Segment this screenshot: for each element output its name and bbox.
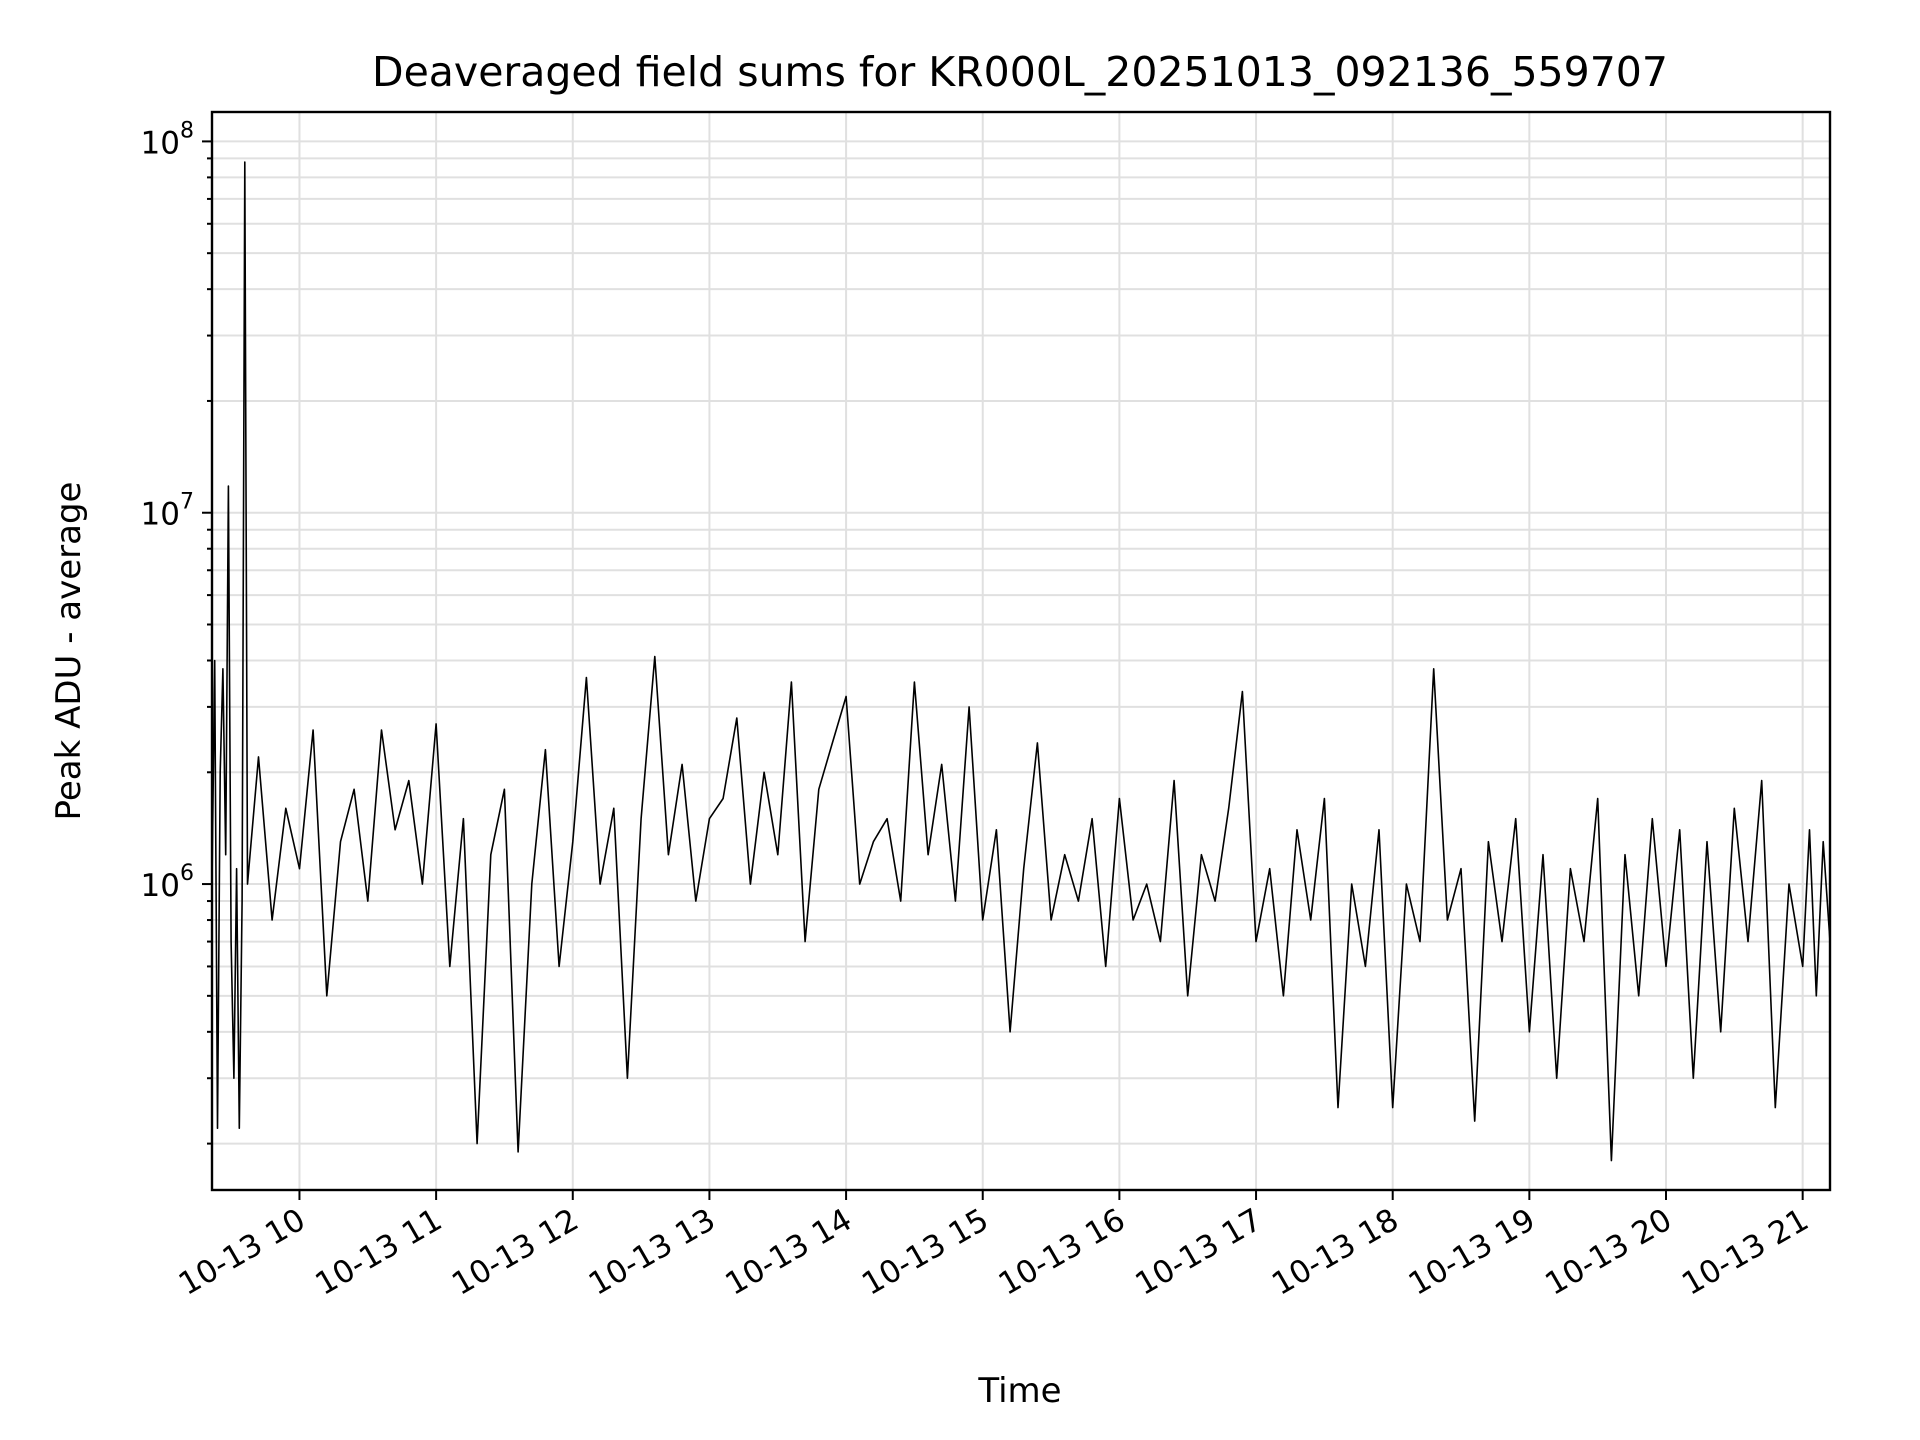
x-tick-label: 10-13 12 (446, 1202, 585, 1303)
x-tick-label: 10-13 14 (719, 1202, 858, 1303)
x-tick-label: 10-13 18 (1266, 1202, 1405, 1303)
y-tick-label: 107 (141, 490, 194, 533)
grid-lines (212, 112, 1830, 1190)
x-tick-label: 10-13 21 (1676, 1202, 1815, 1303)
x-tick-label: 10-13 10 (173, 1202, 312, 1303)
x-tick-label: 10-13 11 (309, 1202, 448, 1303)
x-tick-label: 10-13 20 (1539, 1202, 1678, 1303)
plot-frame (210, 110, 1832, 1192)
x-tick-label: 10-13 17 (1129, 1202, 1268, 1303)
y-axis-label: Peak ADU - average (49, 482, 89, 821)
y-axis: 106 107 108 (141, 118, 212, 1145)
y-tick-label: 106 (141, 861, 194, 904)
series-line (211, 161, 1831, 1162)
x-tick-label: 10-13 16 (993, 1202, 1132, 1303)
y-tick-label: 108 (141, 118, 194, 161)
chart-title: Deaveraged field sums for KR000L_2025101… (372, 48, 1668, 96)
x-tick-label: 10-13 13 (583, 1202, 722, 1303)
x-tick-label: 10-13 19 (1403, 1202, 1542, 1303)
x-tick-label: 10-13 15 (856, 1202, 995, 1303)
x-axis-label: Time (977, 1371, 1061, 1411)
